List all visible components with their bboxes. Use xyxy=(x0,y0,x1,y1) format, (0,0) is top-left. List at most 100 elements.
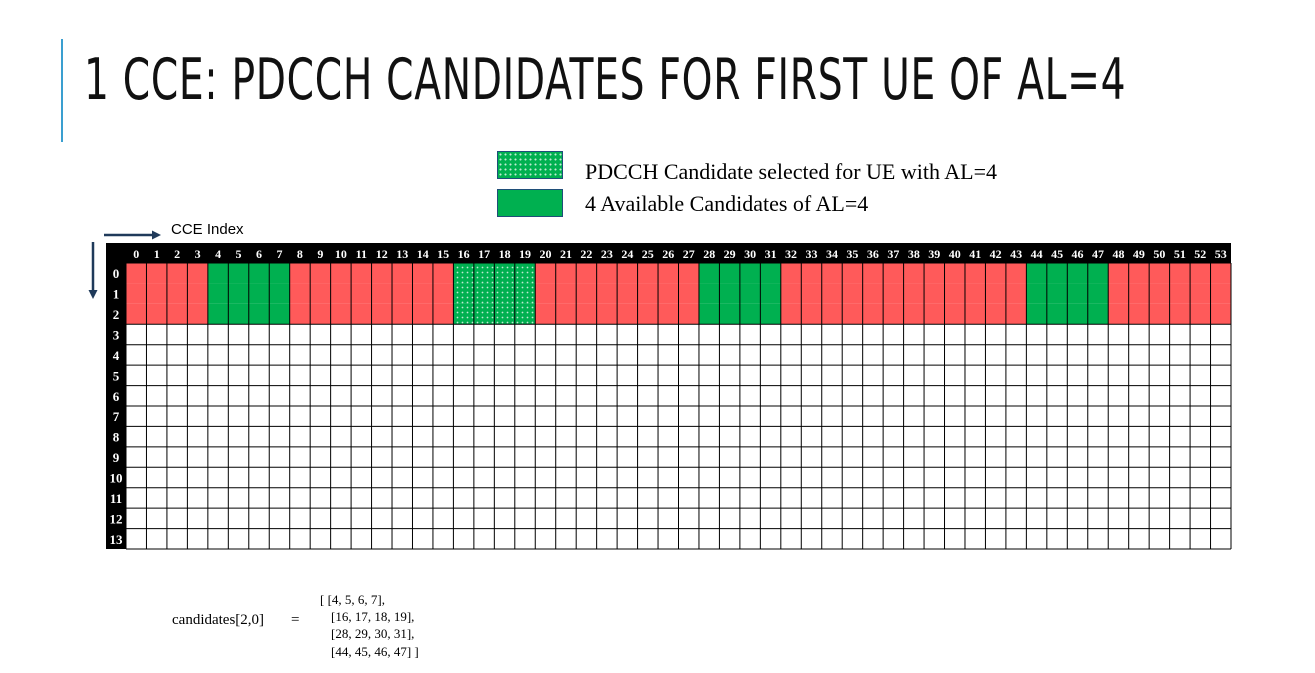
grid-cell xyxy=(883,406,904,427)
grid-cell xyxy=(1087,446,1109,468)
column-header-label: 27 xyxy=(683,247,695,261)
grid-cell xyxy=(535,426,556,447)
grid-cell xyxy=(637,344,659,366)
grid-cell xyxy=(310,426,331,447)
grid-cell xyxy=(801,344,822,366)
grid-cell xyxy=(862,487,884,509)
column-header-label: 10 xyxy=(335,247,347,261)
grid-cell xyxy=(555,487,577,509)
grid-cell xyxy=(944,324,965,345)
grid-cell xyxy=(187,385,208,406)
column-header-label: 11 xyxy=(356,247,367,261)
grid-cell xyxy=(801,385,822,406)
grid-cell xyxy=(1210,528,1231,549)
grid-cell xyxy=(801,263,822,284)
grid-cell xyxy=(289,263,311,284)
row-header-label: 1 xyxy=(113,287,120,302)
grid-cell xyxy=(473,487,495,509)
grid-cell xyxy=(371,467,393,488)
grid-cell xyxy=(371,446,393,468)
column-header-label: 34 xyxy=(826,247,838,261)
grid-cell xyxy=(228,446,249,468)
grid-cell xyxy=(310,508,331,529)
grid-cell xyxy=(617,446,638,468)
grid-cell xyxy=(924,426,945,447)
grid-cell xyxy=(1026,365,1047,386)
grid-cell xyxy=(371,263,393,284)
grid-cell xyxy=(842,365,863,386)
grid-cell xyxy=(248,324,270,345)
grid-cell xyxy=(310,263,331,284)
grid-cell xyxy=(1190,487,1211,509)
column-header-label: 41 xyxy=(969,247,981,261)
grid-cell xyxy=(1210,365,1231,386)
grid-cell xyxy=(617,528,638,549)
column-header-label: 3 xyxy=(195,247,201,261)
grid-cell xyxy=(883,263,904,284)
grid-cell xyxy=(964,385,986,406)
grid-cell xyxy=(780,406,802,427)
grid-cell xyxy=(269,344,290,366)
grid-cell xyxy=(862,263,884,284)
grid-cell xyxy=(1149,406,1170,427)
grid-cell xyxy=(596,406,618,427)
grid-cell xyxy=(146,324,167,345)
column-header-label: 26 xyxy=(662,247,674,261)
x-axis-arrowhead xyxy=(152,230,161,240)
row-header-label: 10 xyxy=(110,471,123,486)
grid-cell xyxy=(964,365,986,386)
grid-cell xyxy=(903,528,925,549)
column-header-label: 36 xyxy=(867,247,879,261)
grid-cell xyxy=(964,487,986,509)
grid-cell xyxy=(166,467,188,488)
grid-cell xyxy=(1067,324,1088,345)
grid-cell xyxy=(289,426,311,447)
grid-cell xyxy=(1067,385,1088,406)
grid-cell xyxy=(535,528,556,549)
grid-cell xyxy=(146,344,167,366)
grid-cell xyxy=(1210,385,1231,406)
legend-label-selected: PDCCH Candidate selected for UE with AL=… xyxy=(585,159,998,184)
row-header-label: 5 xyxy=(113,368,120,383)
grid-cell xyxy=(1169,303,1191,325)
grid-cell xyxy=(698,528,720,549)
grid-cell xyxy=(924,365,945,386)
grid-cell xyxy=(146,303,167,325)
legend-swatch-selected xyxy=(497,151,563,179)
grid-cell xyxy=(924,283,945,304)
grid-cell xyxy=(944,283,965,304)
grid-cell xyxy=(494,467,515,488)
grid-cell xyxy=(1005,365,1027,386)
grid-cell xyxy=(289,406,311,427)
grid-cell xyxy=(862,508,884,529)
column-header-label: 51 xyxy=(1174,247,1186,261)
column-header-label: 31 xyxy=(765,247,777,261)
grid-cell xyxy=(453,303,474,325)
grid-cell xyxy=(1067,426,1088,447)
grid-cell xyxy=(658,283,679,304)
grid-cell xyxy=(801,528,822,549)
column-header-label: 6 xyxy=(256,247,262,261)
grid-cell xyxy=(760,385,781,406)
grid-cell xyxy=(207,426,229,447)
grid-cell xyxy=(248,365,270,386)
grid-cell xyxy=(1108,283,1129,304)
grid-cell xyxy=(330,528,352,549)
cce-index-label: CCE Index xyxy=(171,221,244,238)
legend-swatch-available xyxy=(497,189,563,217)
grid-cell xyxy=(1046,365,1068,386)
grid-cell xyxy=(964,467,986,488)
grid-cell xyxy=(678,263,699,284)
column-header-label: 7 xyxy=(276,247,282,261)
grid-cell xyxy=(719,303,740,325)
grid-cell xyxy=(719,426,740,447)
grid-cell xyxy=(1087,365,1109,386)
grid-cell xyxy=(412,283,433,304)
row-header-label: 11 xyxy=(110,491,122,506)
grid-cell xyxy=(146,446,167,468)
column-header-label: 49 xyxy=(1133,247,1145,261)
grid-cell xyxy=(637,508,659,529)
grid-cell xyxy=(535,446,556,468)
grid-cell xyxy=(739,467,761,488)
grid-cell xyxy=(514,467,536,488)
